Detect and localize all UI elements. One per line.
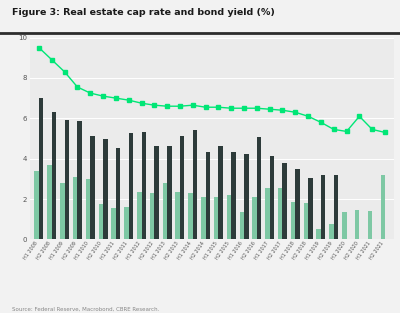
Bar bbox=[39, 98, 44, 239]
Bar bbox=[218, 146, 223, 239]
Bar bbox=[150, 193, 154, 239]
Bar bbox=[270, 156, 274, 239]
Bar bbox=[154, 146, 159, 239]
Bar bbox=[291, 202, 295, 239]
Bar bbox=[316, 229, 321, 239]
Bar bbox=[188, 193, 193, 239]
Bar bbox=[90, 136, 95, 239]
Bar bbox=[334, 175, 338, 239]
Bar bbox=[98, 204, 103, 239]
Bar bbox=[278, 188, 282, 239]
Bar bbox=[34, 171, 39, 239]
Bar bbox=[244, 154, 248, 239]
Bar bbox=[227, 195, 231, 239]
Text: Figure 3: Real estate cap rate and bond yield (%): Figure 3: Real estate cap rate and bond … bbox=[12, 8, 275, 17]
Bar bbox=[142, 132, 146, 239]
Bar bbox=[78, 121, 82, 239]
Bar bbox=[295, 169, 300, 239]
Bar bbox=[282, 163, 287, 239]
Bar bbox=[201, 197, 206, 239]
Bar bbox=[257, 137, 261, 239]
Bar bbox=[304, 203, 308, 239]
Bar bbox=[329, 224, 334, 239]
Bar bbox=[180, 136, 184, 239]
Bar bbox=[167, 146, 172, 239]
Bar bbox=[86, 179, 90, 239]
Text: Source: Federal Reserve, Macrobond, CBRE Research.: Source: Federal Reserve, Macrobond, CBRE… bbox=[12, 306, 159, 311]
Bar bbox=[116, 148, 120, 239]
Bar bbox=[47, 165, 52, 239]
Bar bbox=[137, 192, 142, 239]
Bar bbox=[240, 212, 244, 239]
Bar bbox=[231, 151, 236, 239]
Bar bbox=[321, 175, 326, 239]
Bar bbox=[308, 178, 313, 239]
Bar bbox=[342, 212, 346, 239]
Bar bbox=[103, 138, 108, 239]
Bar bbox=[214, 197, 218, 239]
Bar bbox=[65, 120, 69, 239]
Bar bbox=[129, 133, 133, 239]
Bar bbox=[193, 131, 197, 239]
Bar bbox=[52, 112, 56, 239]
Bar bbox=[252, 197, 257, 239]
Bar bbox=[163, 183, 167, 239]
Bar bbox=[111, 208, 116, 239]
Bar bbox=[73, 177, 78, 239]
Bar bbox=[380, 175, 385, 239]
Bar bbox=[368, 211, 372, 239]
Bar bbox=[176, 192, 180, 239]
Bar bbox=[124, 207, 129, 239]
Bar bbox=[265, 188, 270, 239]
Bar bbox=[206, 151, 210, 239]
Bar bbox=[355, 210, 359, 239]
Bar bbox=[60, 183, 65, 239]
